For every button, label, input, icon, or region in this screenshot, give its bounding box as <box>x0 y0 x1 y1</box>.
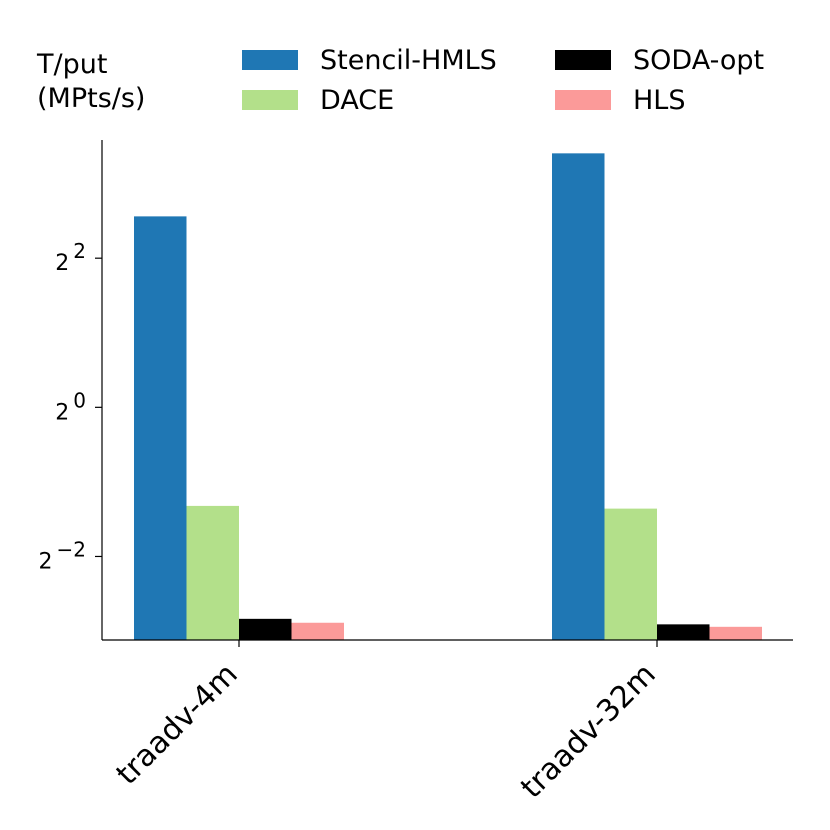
y-axis-label: T/put (MPts/s) <box>37 48 145 116</box>
bar-dace-traadv-4m <box>186 505 239 640</box>
bar-soda-opt-traadv-4m <box>239 618 292 640</box>
y-axis-label-line-1: T/put <box>37 49 108 80</box>
bar-stencil-hmls-traadv-32m <box>552 153 605 640</box>
legend-label-dace: DACE <box>320 84 395 116</box>
legend-label-soda-opt: SODA-opt <box>633 44 765 76</box>
legend-entry-soda-opt: SODA-opt <box>555 43 764 77</box>
y-tick-label: 2 −2 <box>39 537 86 574</box>
bar-hls-traadv-32m <box>709 626 762 640</box>
bar-soda-opt-traadv-32m <box>657 624 710 640</box>
legend-entry-hls: HLS <box>555 83 685 117</box>
legend-swatch-dace <box>242 90 298 110</box>
legend-entry-dace: DACE <box>242 83 394 117</box>
legend-swatch-soda-opt <box>555 50 611 70</box>
bar-stencil-hmls-traadv-4m <box>134 216 187 640</box>
y-tick-exponent: 2 <box>69 239 86 263</box>
legend-label-hls: HLS <box>633 84 686 116</box>
y-tick-label: 2 0 <box>55 388 86 425</box>
y-axis-label-line-2: (MPts/s) <box>37 83 146 114</box>
y-tick-label: 2 2 <box>55 239 86 276</box>
y-tick-exponent: 0 <box>69 388 86 412</box>
bar-hls-traadv-4m <box>291 622 344 640</box>
legend-entry-stencil-hmls: Stencil-HMLS <box>242 43 497 77</box>
y-tick-base: 2 <box>55 251 69 276</box>
y-tick-base: 2 <box>39 549 53 574</box>
legend-swatch-hls <box>555 90 611 110</box>
y-tick-exponent: −2 <box>53 537 86 561</box>
y-ticks-group: 2 22 02 −2 <box>39 239 102 574</box>
legend: Stencil-HMLS DACE SODA-opt HLS <box>0 0 830 130</box>
x-tick-label-traadv-4m: traadv-4m <box>110 657 245 792</box>
x-ticks-group: traadv-4m traadv-32m <box>110 640 663 805</box>
bar-dace-traadv-32m <box>604 508 657 640</box>
legend-label-stencil-hmls: Stencil-HMLS <box>320 44 497 76</box>
bars-group <box>134 153 762 640</box>
legend-swatch-stencil-hmls <box>242 50 298 70</box>
y-tick-base: 2 <box>55 400 69 425</box>
x-tick-label-traadv-32m: traadv-32m <box>514 657 663 806</box>
